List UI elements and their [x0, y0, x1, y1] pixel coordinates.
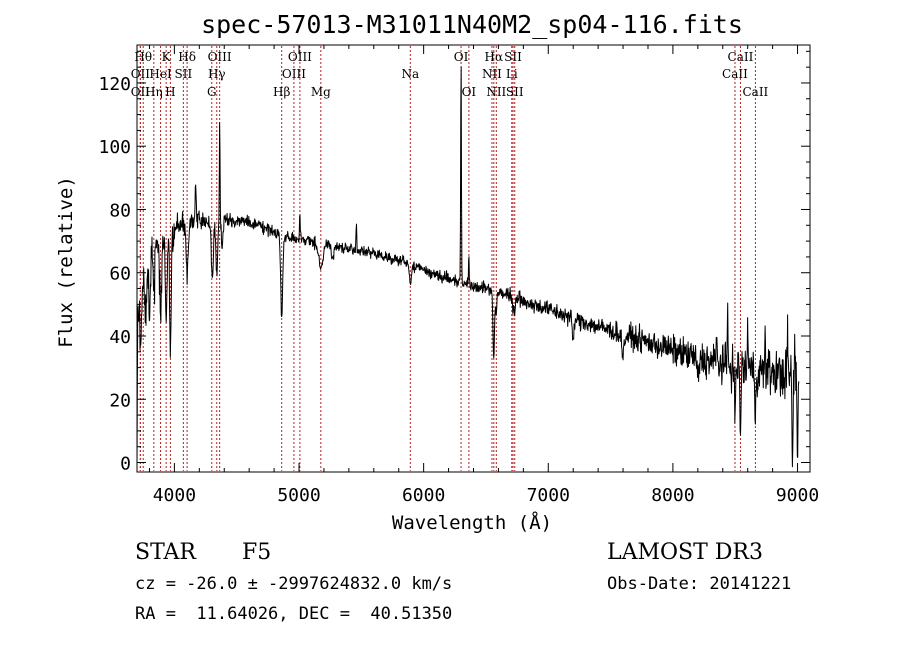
line-label-0: Hθ: [134, 50, 152, 64]
line-label-14: OIII: [288, 50, 312, 64]
line-label-20: Hα: [485, 50, 504, 64]
redshift-readout: cz = -26.0 ± -2997624832.0 km/s: [135, 574, 453, 594]
y-tick-label: 120: [98, 74, 131, 95]
x-tick-label: 4000: [153, 485, 196, 506]
y-axis-label: Flux (relative): [55, 176, 77, 348]
coordinates-readout: RA = 11.64026, DEC = 40.51350: [135, 604, 453, 624]
line-label-18: OI: [462, 85, 477, 99]
line-label-2: OII: [131, 85, 151, 99]
survey-name: LAMOST DR3: [607, 540, 763, 565]
line-label-9: G: [207, 85, 217, 99]
line-label-3: Hη: [145, 85, 163, 99]
line-label-26: CaII: [728, 50, 754, 64]
line-label-23: SII: [504, 50, 522, 64]
line-label-1: OII: [131, 67, 151, 81]
line-label-15: Mg: [311, 85, 331, 99]
line-label-17: OI: [454, 50, 469, 64]
object-class: STAR: [135, 540, 196, 565]
line-label-6: H: [165, 85, 175, 99]
spectrum-chart: spec-57013-M31011N40M2_sp04-116.fits Hθ O…: [55, 10, 819, 534]
line-label-13: OIII: [282, 67, 306, 81]
line-label-19: NII: [482, 67, 502, 81]
y-tick-label: 100: [98, 137, 131, 158]
y-tick-label: 60: [109, 264, 131, 285]
spectrum-line: [136, 66, 800, 468]
y-tick-label: 80: [109, 200, 131, 221]
line-label-11: OIII: [208, 50, 232, 64]
line-label-22: Li: [506, 67, 518, 81]
line-label-24: SII: [506, 85, 524, 99]
x-tick-label: 9000: [776, 485, 819, 506]
x-tick-label: 6000: [402, 485, 445, 506]
object-subclass: F5: [242, 540, 272, 565]
line-label-7: SII: [175, 67, 193, 81]
x-axis: 4000 5000 6000 7000 8000 9000: [148, 45, 819, 506]
x-tick-label: 5000: [277, 485, 320, 506]
plot-frame: [136, 44, 811, 473]
y-axis: 0 20 40 60 80 100 120: [98, 50, 810, 475]
observation-date: Obs-Date: 20141221: [607, 574, 792, 594]
x-tick-label: 7000: [527, 485, 570, 506]
y-tick-label: 40: [109, 327, 131, 348]
spectral-line-markers: [139, 46, 756, 471]
line-label-10: Hγ: [208, 67, 226, 81]
line-label-16: Na: [401, 67, 419, 81]
line-label-21: NII: [486, 85, 506, 99]
line-label-12: Hβ: [273, 85, 290, 99]
x-axis-label: Wavelength (Å): [392, 511, 552, 534]
line-label-27: CaII: [742, 85, 768, 99]
spectral-line-labels: HθOIIOIIHηHeIKHSIIHδGHγOIIIHβOIIIOIIIMgN…: [131, 50, 769, 99]
chart-title: spec-57013-M31011N40M2_sp04-116.fits: [201, 10, 743, 39]
x-tick-label: 8000: [651, 485, 694, 506]
line-label-5: K: [162, 50, 172, 64]
line-label-4: HeI: [149, 67, 172, 81]
y-tick-label: 0: [120, 454, 131, 475]
line-label-25: CaII: [722, 67, 748, 81]
line-label-8: Hδ: [178, 50, 196, 64]
y-tick-label: 20: [109, 390, 131, 411]
